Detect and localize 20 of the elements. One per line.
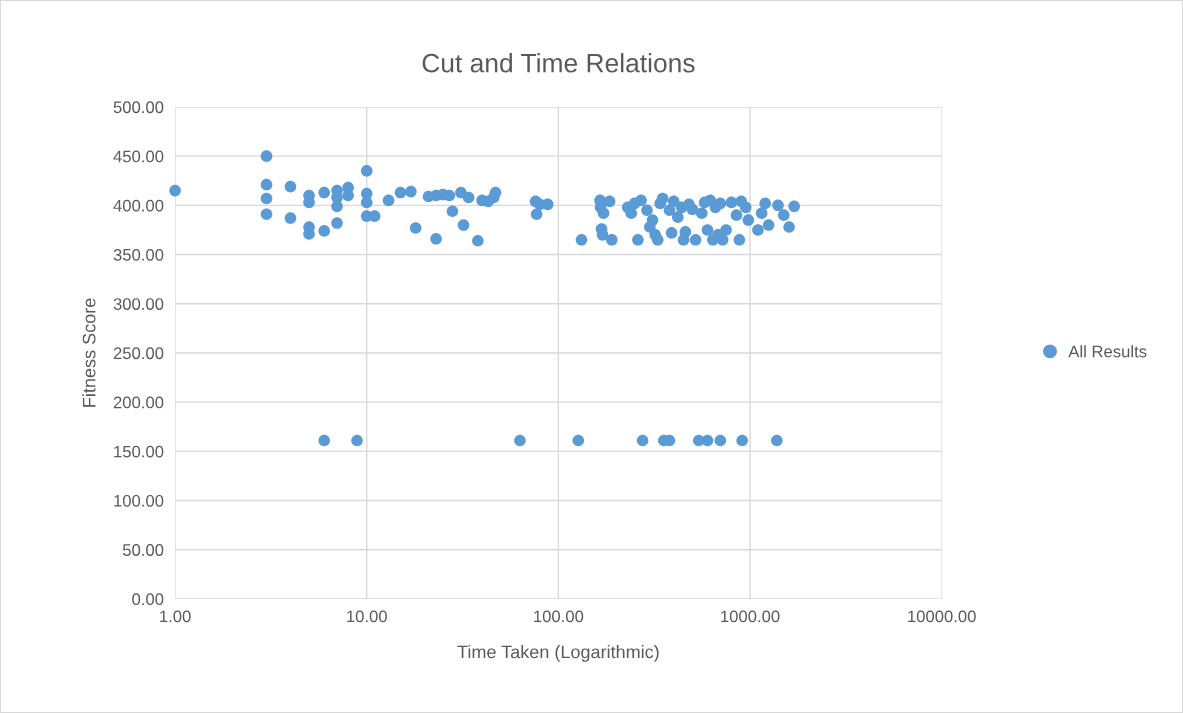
y-tick-label: 500.00 [113,101,164,114]
legend-label: All Results [1068,345,1147,358]
y-tick-label: 350.00 [113,248,164,261]
y-tick-label: 200.00 [113,396,164,409]
y-tick-label: 450.00 [113,150,164,163]
x-tick-label: 1000.00 [721,610,780,623]
y-tick-label: 400.00 [113,199,164,212]
y-axis-title: Fitness Score [82,298,96,407]
y-tick-label: 150.00 [114,445,164,458]
y-tick-label: 0.00 [132,593,164,606]
chart-title: Cut and Time Relations [422,53,695,73]
x-axis-title: Time Taken (Logarithmic) [457,645,659,662]
x-tick-label: 10.00 [347,610,387,623]
x-tick-label: 1.00 [160,610,191,623]
y-tick-label: 300.00 [113,298,164,310]
x-tick-label: 100.00 [534,610,584,623]
x-tick-label: 10000.00 [908,610,976,623]
y-tick-label: 100.00 [114,494,164,507]
y-tick-label: 250.00 [113,347,164,360]
y-tick-label: 50.00 [122,544,164,556]
